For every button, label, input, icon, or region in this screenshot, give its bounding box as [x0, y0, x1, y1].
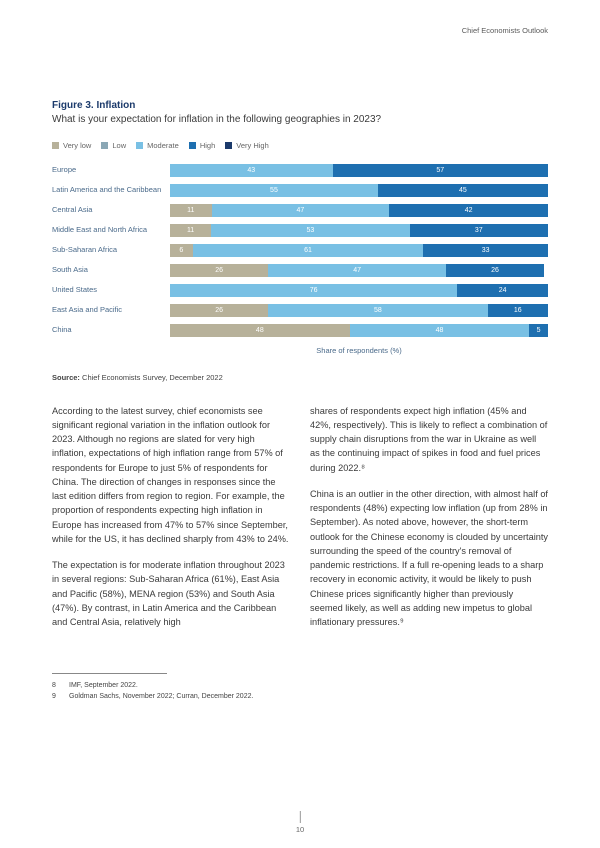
chart-row-label: United States — [52, 286, 170, 294]
chart-segment: 26 — [446, 264, 544, 277]
chart-row: China48485 — [52, 322, 548, 340]
legend-swatch — [225, 142, 232, 149]
legend-label: Very low — [63, 141, 91, 150]
chart-segment: 61 — [193, 244, 424, 257]
chart-segment: 6 — [170, 244, 193, 257]
chart-segment: 11 — [170, 204, 212, 217]
figure-title: Figure 3. Inflation — [52, 100, 548, 111]
chart-xaxis-label: Share of respondents (%) — [170, 346, 548, 355]
chart-bar-track: 66133 — [170, 244, 548, 257]
legend-swatch — [189, 142, 196, 149]
footnotes: 8 IMF, September 2022. 9 Goldman Sachs, Nov… — [52, 680, 548, 702]
chart-row: Europe4357 — [52, 162, 548, 180]
source-text: Chief Economists Survey, December 2022 — [80, 373, 223, 382]
body-paragraph: According to the latest survey, chief ec… — [52, 404, 290, 547]
body-paragraph: The expectation is for moderate inflatio… — [52, 558, 290, 629]
chart-row-label: East Asia and Pacific — [52, 306, 170, 314]
body-columns: According to the latest survey, chief ec… — [52, 404, 548, 642]
chart-row-label: South Asia — [52, 266, 170, 274]
chart-segment: 57 — [333, 164, 548, 177]
chart-segment: 24 — [457, 284, 548, 297]
chart-segment: 76 — [170, 284, 457, 297]
chart-segment: 37 — [410, 224, 548, 237]
footnote: 8 IMF, September 2022. — [52, 680, 548, 691]
chart-row-label: Central Asia — [52, 206, 170, 214]
chart-segment: 43 — [170, 164, 333, 177]
main-content: Figure 3. Inflation What is your expecta… — [52, 100, 548, 703]
body-paragraph: China is an outlier in the other directi… — [310, 487, 548, 630]
chart-bar-track: 48485 — [170, 324, 548, 337]
chart-row: South Asia264726 — [52, 262, 548, 280]
chart-bar-track: 5545 — [170, 184, 548, 197]
chart-segment: 42 — [389, 204, 548, 217]
chart-row: Latin America and the Caribbean5545 — [52, 182, 548, 200]
footnote-text: IMF, September 2022. — [69, 680, 138, 691]
chart-row: Sub-Saharan Africa66133 — [52, 242, 548, 260]
chart-bar-track: 7624 — [170, 284, 548, 297]
body-col-right: shares of respondents expect high inflat… — [310, 404, 548, 642]
legend-label: High — [200, 141, 215, 150]
legend-item: Moderate — [136, 141, 179, 150]
footnote-text: Goldman Sachs, November 2022; Curran, De… — [69, 691, 253, 702]
legend-swatch — [136, 142, 143, 149]
figure-subtitle: What is your expectation for inflation i… — [52, 113, 548, 127]
legend-item: Very High — [225, 141, 269, 150]
chart-source: Source: Chief Economists Survey, Decembe… — [52, 373, 548, 382]
body-col-left: According to the latest survey, chief ec… — [52, 404, 290, 642]
chart-bar-track: 115337 — [170, 224, 548, 237]
chart-row: Middle East and North Africa115337 — [52, 222, 548, 240]
footnote-number: 8 — [52, 680, 61, 691]
legend-label: Moderate — [147, 141, 179, 150]
chart-segment: 33 — [423, 244, 548, 257]
chart-segment: 26 — [170, 264, 268, 277]
chart-bar-track: 114742 — [170, 204, 548, 217]
chart-row-label: Latin America and the Caribbean — [52, 186, 170, 194]
chart-segment: 53 — [211, 224, 409, 237]
footnote: 9 Goldman Sachs, November 2022; Curran, D… — [52, 691, 548, 702]
chart-row-label: China — [52, 326, 170, 334]
chart-row: Central Asia114742 — [52, 202, 548, 220]
chart-bar-track: 264726 — [170, 264, 548, 277]
chart-row: United States7624 — [52, 282, 548, 300]
body-paragraph: shares of respondents expect high inflat… — [310, 404, 548, 475]
legend-swatch — [101, 142, 108, 149]
inflation-chart: Europe4357 Latin America and the Caribbea… — [52, 162, 548, 340]
source-label: Source: — [52, 373, 80, 382]
chart-row-label: Middle East and North Africa — [52, 226, 170, 234]
chart-segment: 55 — [170, 184, 378, 197]
legend-label: Very High — [236, 141, 269, 150]
page-number: 10 — [296, 811, 304, 834]
chart-segment: 47 — [212, 204, 390, 217]
chart-segment: 11 — [170, 224, 211, 237]
chart-row-label: Sub-Saharan Africa — [52, 246, 170, 254]
chart-row-label: Europe — [52, 166, 170, 174]
chart-segment: 47 — [268, 264, 446, 277]
chart-bar-track: 265816 — [170, 304, 548, 317]
footnote-number: 9 — [52, 691, 61, 702]
legend-item: High — [189, 141, 215, 150]
footnotes-divider — [52, 673, 167, 674]
chart-segment: 58 — [268, 304, 487, 317]
header-label: Chief Economists Outlook — [462, 26, 548, 35]
legend-item: Low — [101, 141, 126, 150]
chart-segment: 48 — [350, 324, 530, 337]
chart-segment: 16 — [488, 304, 548, 317]
chart-segment: 48 — [170, 324, 350, 337]
legend-swatch — [52, 142, 59, 149]
chart-segment: 26 — [170, 304, 268, 317]
chart-legend: Very low Low Moderate High Very High — [52, 141, 548, 150]
chart-segment: 45 — [378, 184, 548, 197]
legend-label: Low — [112, 141, 126, 150]
chart-bar-track: 4357 — [170, 164, 548, 177]
chart-segment: 5 — [529, 324, 548, 337]
legend-item: Very low — [52, 141, 91, 150]
chart-row: East Asia and Pacific265816 — [52, 302, 548, 320]
